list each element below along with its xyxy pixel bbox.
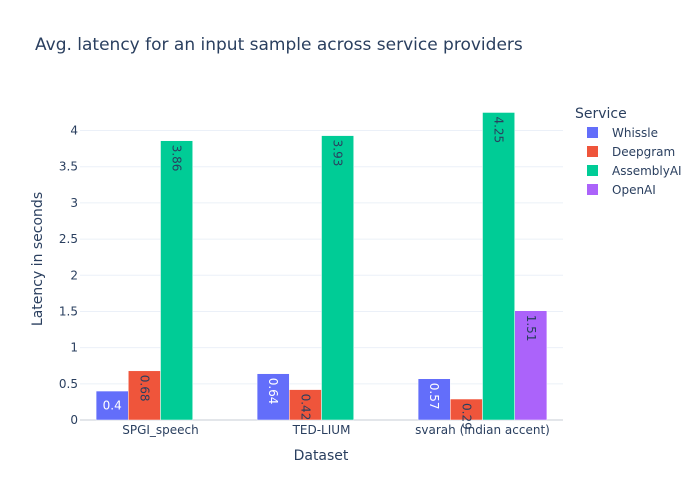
legend-swatch — [587, 184, 598, 195]
legend-swatch — [587, 165, 598, 176]
legend-item-label: Deepgram — [612, 145, 675, 159]
bar-value-label: 0.42 — [298, 394, 312, 421]
legend: Service Whissle Deepgram AssemblyAI OpenAI — [575, 106, 682, 197]
x-axis-title: Dataset — [294, 448, 349, 464]
y-tick-label: 2.5 — [59, 232, 78, 246]
bar-value-label: 4.25 — [492, 116, 506, 143]
bar — [321, 135, 354, 421]
bar — [417, 378, 451, 421]
bar-value-label: 3.93 — [331, 140, 345, 167]
legend-item-label: OpenAI — [612, 183, 656, 197]
bar — [514, 310, 548, 421]
y-tick-label: 0 — [70, 413, 78, 427]
legend-item-label: AssemblyAI — [612, 164, 682, 178]
legend-item-label: Whissle — [612, 126, 658, 140]
y-tick-label: 4 — [70, 124, 78, 138]
legend-swatch — [587, 127, 598, 138]
bar — [160, 140, 193, 421]
y-axis-ticks: 0 0.5 1 1.5 2 2.5 3 3.5 4 — [59, 124, 78, 427]
legend-swatch — [587, 146, 598, 157]
bar — [289, 389, 322, 421]
x-tick-label: TED-LIUM — [292, 423, 351, 437]
x-tick-label: svarah (indian accent) — [415, 423, 550, 437]
bar-value-label: 1.51 — [524, 315, 538, 342]
y-tick-label: 2 — [70, 268, 78, 282]
bars: 0.4 0.64 0.57 0.68 0.42 0.29 3.86 3.93 4.25 1.51 — [95, 112, 548, 430]
bar-value-label: 0.4 — [103, 399, 122, 413]
y-tick-label: 1.5 — [59, 304, 78, 318]
y-tick-label: 1 — [70, 341, 78, 355]
y-tick-label: 0.5 — [59, 377, 78, 391]
y-axis-title: Latency in seconds — [30, 192, 46, 326]
bar-value-label: 3.86 — [170, 145, 184, 172]
bar — [256, 373, 290, 421]
bar-value-label: 0.29 — [459, 403, 473, 430]
x-axis-ticks: SPGI_speech TED-LIUM svarah (indian accent… — [122, 423, 550, 437]
chart-title: Avg. latency for an input sample across … — [35, 35, 523, 55]
bar-value-label: 0.68 — [137, 375, 151, 402]
y-tick-label: 3.5 — [59, 160, 78, 174]
x-tick-label: SPGI_speech — [122, 423, 199, 437]
bar — [128, 370, 161, 421]
bar — [482, 112, 515, 421]
bar-value-label: 0.57 — [427, 383, 441, 410]
bar-value-label: 0.64 — [266, 378, 280, 405]
y-tick-label: 3 — [70, 196, 78, 210]
legend-title: Service — [575, 106, 627, 122]
